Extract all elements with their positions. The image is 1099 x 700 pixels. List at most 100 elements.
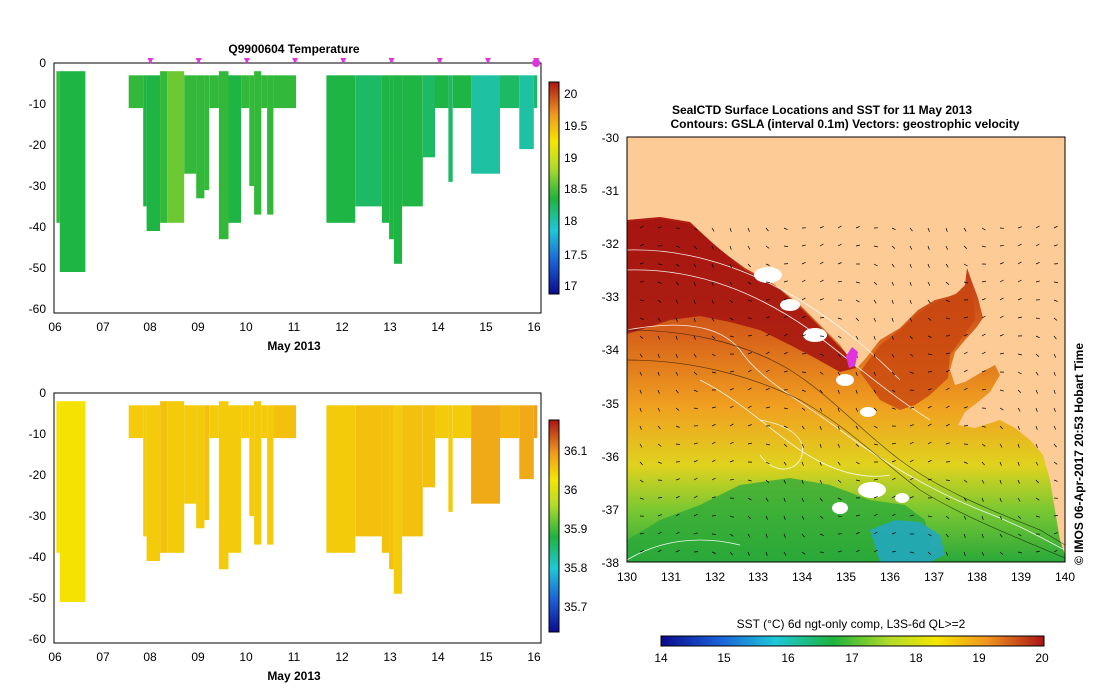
- velocity-vector: [639, 335, 644, 339]
- velocity-vector: [639, 353, 643, 358]
- velocity-vector: [855, 443, 860, 448]
- velocity-vector: [819, 407, 823, 412]
- velocity-vector: [639, 443, 643, 448]
- cloud-patch: [895, 493, 909, 503]
- gsla-contours: [627, 249, 1065, 561]
- velocity-vector: [657, 407, 661, 412]
- temperature-colorbar-tick: 20: [564, 87, 578, 101]
- velocity-vector: [855, 461, 860, 465]
- velocity-vector: [873, 299, 877, 304]
- velocity-vector: [1035, 353, 1040, 357]
- velocity-vector: [765, 479, 770, 484]
- velocity-vector: [819, 515, 824, 519]
- velocity-vector: [999, 443, 1003, 448]
- salinity-x-tick: 15: [479, 650, 493, 664]
- velocity-vector: [801, 425, 805, 430]
- temperature-y-tick: -60: [29, 302, 47, 316]
- profile-cell: [393, 75, 403, 264]
- velocity-vector: [675, 495, 680, 499]
- velocity-vector: [927, 317, 932, 321]
- temperature-title: Q9900604 Temperature: [228, 42, 360, 56]
- velocity-vector: [999, 425, 1003, 430]
- velocity-vector: [657, 299, 662, 303]
- salinity-x-tick: 06: [48, 650, 62, 664]
- velocity-vector: [747, 245, 751, 250]
- gulf-waters: [860, 285, 975, 410]
- velocity-vector: [945, 281, 950, 285]
- velocity-vector: [765, 461, 770, 465]
- bathymetry-line: [627, 359, 1065, 559]
- velocity-vector: [873, 389, 877, 394]
- velocity-vector: [765, 281, 771, 283]
- temperature-x-label: May 2013: [267, 339, 321, 353]
- velocity-vector: [729, 533, 734, 537]
- salinity-y-tick: -60: [29, 632, 47, 646]
- velocity-vector: [675, 245, 680, 248]
- velocity-vector: [1035, 389, 1039, 394]
- velocity-vector: [819, 371, 824, 375]
- velocity-vector: [1053, 479, 1058, 482]
- temperature-x-tick: 11: [288, 320, 301, 334]
- velocity-vector: [801, 533, 805, 538]
- velocity-vector: [891, 245, 896, 249]
- salinity-x-tick: 13: [383, 650, 397, 664]
- velocity-vector: [945, 263, 949, 268]
- map-y-tick: -33: [602, 290, 620, 304]
- temperature-x-tick: 09: [191, 320, 205, 334]
- velocity-vector: [927, 245, 930, 250]
- velocity-vector: [783, 443, 788, 447]
- velocity-vector: [639, 532, 644, 535]
- velocity-vector: [981, 533, 984, 538]
- velocity-vector: [783, 297, 788, 301]
- velocity-vector: [891, 460, 896, 463]
- velocity-vector: [819, 317, 825, 319]
- profile-cell: [196, 405, 205, 529]
- velocity-vector: [873, 263, 878, 267]
- velocity-vector: [927, 405, 932, 409]
- profile-cell: [204, 75, 210, 191]
- velocity-vector: [963, 281, 968, 284]
- velocity-vector: [1053, 299, 1058, 302]
- velocity-vector: [909, 459, 914, 463]
- velocity-vector: [1035, 550, 1040, 553]
- velocity-vector: [1053, 335, 1057, 340]
- velocity-vector: [1017, 407, 1021, 412]
- velocity-vector: [891, 442, 896, 445]
- salinity-x-tick: 14: [431, 650, 445, 664]
- velocity-vector: [981, 515, 984, 520]
- temperature-x-tick: 10: [239, 320, 253, 334]
- velocity-vector: [981, 298, 986, 301]
- velocity-vector: [729, 388, 734, 391]
- salinity-x-label: May 2013: [267, 669, 321, 683]
- profile-cell: [59, 71, 86, 272]
- sst-colorbar-tick: 16: [781, 651, 795, 665]
- velocity-vector: [855, 226, 860, 229]
- velocity-vector: [711, 227, 715, 232]
- velocity-vector: [819, 443, 822, 448]
- profile-cell: [471, 75, 500, 174]
- profile-cell: [184, 75, 197, 174]
- temperature-colorbar-bar: [548, 81, 560, 295]
- velocity-vector: [909, 407, 915, 409]
- velocity-vector: [1017, 443, 1020, 448]
- velocity-vector: [873, 335, 876, 340]
- velocity-vector: [765, 515, 768, 520]
- station-marker: [436, 58, 443, 64]
- velocity-vector: [657, 353, 660, 358]
- velocity-vector: [963, 533, 966, 538]
- velocity-vector: [1035, 225, 1040, 229]
- velocity-vector: [1053, 515, 1058, 517]
- velocity-vector: [1017, 479, 1020, 484]
- velocity-vector: [693, 532, 698, 535]
- velocity-vector: [639, 299, 644, 302]
- temperature-x-tick: 15: [479, 320, 493, 334]
- velocity-vector: [837, 317, 842, 320]
- velocity-vector: [873, 281, 878, 286]
- profile-cell: [218, 401, 229, 570]
- velocity-vector: [981, 280, 986, 283]
- gsla-contour-line: [627, 324, 1065, 551]
- velocity-vector: [981, 425, 986, 428]
- salinity-x-tick: 10: [239, 650, 253, 664]
- velocity-vector: [837, 243, 842, 247]
- velocity-vector: [783, 315, 788, 319]
